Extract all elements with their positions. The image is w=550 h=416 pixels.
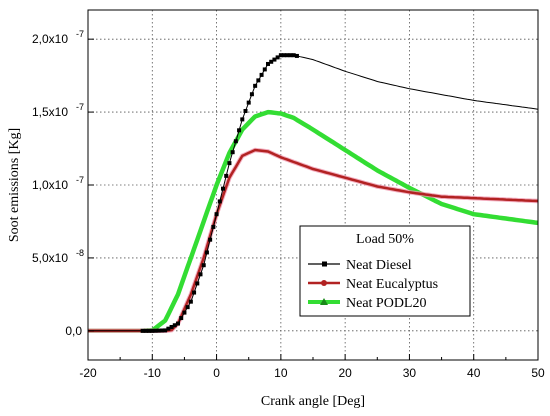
series-neat-diesel [88, 53, 539, 333]
data-point [233, 139, 238, 144]
data-point [275, 55, 280, 60]
data-point [253, 83, 258, 88]
y-tick-label: 0,0 [65, 324, 82, 338]
x-tick-label: -20 [79, 366, 97, 380]
legend-entry: Neat PODL20 [308, 296, 427, 311]
series-neat-podl20 [88, 109, 539, 334]
data-point [159, 328, 164, 333]
axis-ticks: -20 -10 0 10 20 30 40 50 0,0 5,0x10 -8 1,0x10 -7 1,5x… [32, 29, 545, 380]
data-point [182, 310, 187, 315]
data-point [208, 237, 213, 242]
data-point [204, 250, 209, 255]
x-tick-label: 10 [274, 366, 288, 380]
data-point [240, 117, 245, 122]
data-point [217, 199, 222, 204]
data-point [294, 53, 299, 58]
y-tick-exponent: -7 [76, 175, 84, 185]
data-point [150, 328, 155, 333]
data-point [262, 67, 267, 72]
data-point [246, 100, 251, 105]
data-point [230, 150, 235, 155]
x-tick-label: 30 [403, 366, 417, 380]
data-point [156, 328, 161, 333]
data-point [237, 128, 242, 133]
data-point [282, 53, 287, 58]
data-point [195, 281, 200, 286]
series-lines [88, 53, 539, 334]
data-point [227, 161, 232, 166]
data-point [192, 290, 197, 295]
x-tick-label: 20 [338, 366, 352, 380]
legend-label: Neat Diesel [346, 258, 412, 273]
data-point [172, 323, 177, 328]
data-point [291, 53, 296, 58]
y-tick-label: 5,0x10 [32, 251, 68, 265]
data-point [214, 212, 219, 217]
y-tick-label: 1,0x10 [32, 178, 68, 192]
data-point [288, 53, 293, 58]
legend-marker [322, 261, 327, 267]
data-point [140, 328, 145, 333]
legend-entry: Neat Diesel [308, 258, 412, 273]
data-point [269, 59, 274, 64]
data-point [166, 326, 171, 331]
data-point [179, 316, 184, 321]
data-point [198, 272, 203, 277]
legend-entry: Neat Eucalyptus [308, 277, 438, 292]
legend-label: Neat PODL20 [346, 296, 427, 311]
x-axis-label: Crank angle [Deg] [261, 394, 365, 409]
data-point [185, 305, 190, 310]
data-point [147, 328, 152, 333]
y-tick-label: 1,5x10 [32, 105, 68, 119]
legend-marker [320, 298, 328, 305]
data-point [224, 173, 229, 178]
legend: Load 50% Neat Diesel Neat Eucalyptus Neat P… [299, 225, 471, 317]
y-tick-exponent: -8 [76, 248, 84, 258]
data-point [256, 78, 261, 83]
data-point [143, 328, 148, 333]
data-point [188, 299, 193, 304]
data-point [221, 186, 225, 191]
x-tick-label: -10 [144, 366, 162, 380]
y-tick-exponent: -7 [76, 29, 84, 39]
data-point [259, 72, 264, 77]
legend-title: Load 50% [356, 232, 414, 247]
data-point [163, 328, 168, 333]
y-tick-exponent: -7 [76, 102, 84, 112]
data-point [278, 53, 283, 58]
data-point [285, 53, 290, 58]
data-point [266, 61, 270, 66]
data-point [249, 92, 254, 97]
data-point [272, 57, 277, 62]
x-tick-label: 40 [467, 366, 481, 380]
data-point [169, 324, 174, 329]
data-point [176, 321, 180, 326]
data-point [243, 108, 248, 113]
data-point [153, 328, 158, 333]
data-point [211, 224, 216, 229]
data-point [201, 263, 206, 268]
x-tick-label: 50 [531, 366, 545, 380]
legend-label: Neat Eucalyptus [346, 277, 438, 292]
legend-marker [321, 280, 327, 286]
y-tick-label: 2,0x10 [32, 32, 68, 46]
series-line [88, 109, 539, 334]
x-tick-label: 0 [213, 366, 220, 380]
y-axis-label: Soot emissions [Kg] [7, 128, 22, 242]
